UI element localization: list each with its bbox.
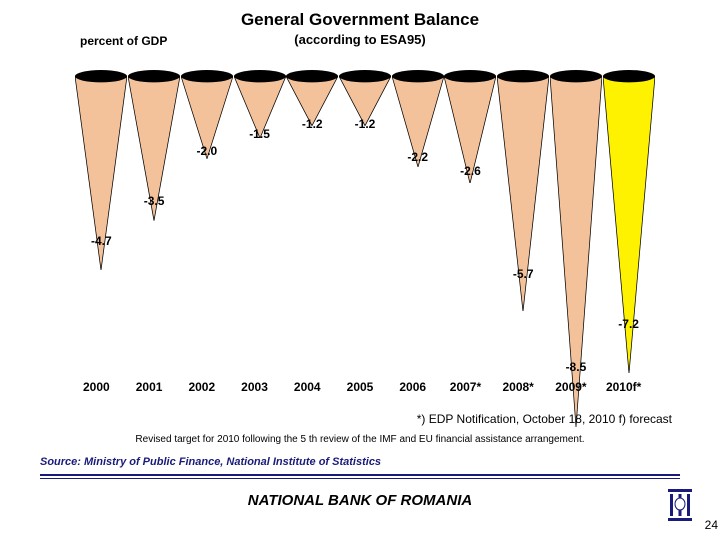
footnote-edp: *) EDP Notification, October 18, 2010 f)… bbox=[0, 412, 672, 426]
cone-value-label: -4.7 bbox=[71, 234, 131, 248]
x-tick: 2009* bbox=[545, 380, 597, 394]
cone-chart: -4.7-3.5-2.0-1.5-1.2-1.2-2.2-2.6-5.7-8.5… bbox=[70, 70, 650, 370]
cone-value-label: -7.2 bbox=[599, 317, 659, 331]
x-tick: 2001 bbox=[123, 380, 175, 394]
divider-thick bbox=[40, 474, 680, 476]
x-tick: 2000 bbox=[70, 380, 122, 394]
cone-value-label: -1.2 bbox=[282, 117, 342, 131]
source-line: Source: Ministry of Public Finance, Nati… bbox=[40, 456, 381, 468]
x-tick: 2007* bbox=[439, 380, 491, 394]
cone-value-label: -2.0 bbox=[177, 144, 237, 158]
x-tick: 2003 bbox=[229, 380, 281, 394]
cone-value-label: -3.5 bbox=[124, 194, 184, 208]
cone-value-label: -1.2 bbox=[335, 117, 395, 131]
footnote-revised: Revised target for 2010 following the 5 … bbox=[0, 434, 720, 445]
x-tick: 2005 bbox=[334, 380, 386, 394]
x-tick: 2006 bbox=[387, 380, 439, 394]
cone-value-label: -1.5 bbox=[230, 127, 290, 141]
divider-thin bbox=[40, 478, 680, 479]
bnr-logo-icon bbox=[668, 488, 692, 522]
page-number: 24 bbox=[705, 518, 718, 532]
x-tick: 2004 bbox=[281, 380, 333, 394]
cone-value-label: -5.7 bbox=[493, 267, 553, 281]
cone-value-label: -2.6 bbox=[440, 164, 500, 178]
slide: General Government Balance (according to… bbox=[0, 0, 720, 540]
cone-value-label: -8.5 bbox=[546, 360, 606, 374]
chart-title: General Government Balance bbox=[0, 10, 720, 30]
x-tick: 2002 bbox=[176, 380, 228, 394]
footer-org: NATIONAL BANK OF ROMANIA bbox=[0, 492, 720, 509]
cone-value-label: -2.2 bbox=[388, 150, 448, 164]
y-axis-label: percent of GDP bbox=[80, 34, 167, 48]
x-tick: 2010f* bbox=[598, 380, 650, 394]
x-axis: 20002001200220032004200520062007*2008*20… bbox=[70, 380, 650, 400]
x-tick: 2008* bbox=[492, 380, 544, 394]
